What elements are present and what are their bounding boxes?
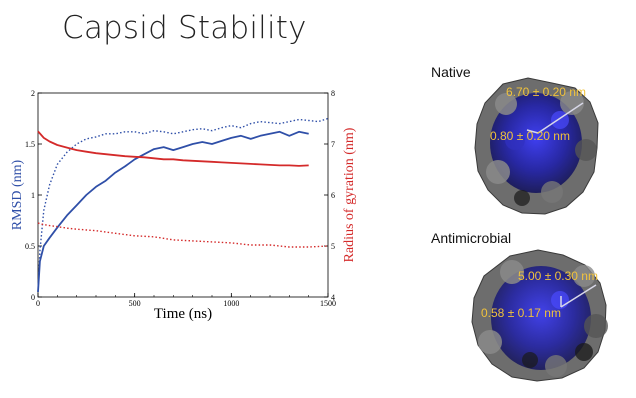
series-line-right-dotted [37, 222, 329, 248]
x-tick-label: 0 [36, 299, 40, 308]
native-label: Native [431, 64, 471, 80]
series-line-left-solid [37, 130, 309, 292]
antimicrobial-outer-radius-line [560, 284, 597, 308]
antimicrobial-inner-measure: 0.58 ± 0.17 nm [481, 306, 561, 320]
x-tick-label: 500 [129, 299, 141, 308]
y-axis-right-label: Radius of gyration (nm) [342, 127, 357, 262]
y-right-tick-label: 6 [331, 191, 335, 200]
y-left-tick-label: 2 [31, 89, 35, 98]
native-outer-radius-line [537, 102, 584, 134]
y-right-tick-label: 5 [331, 242, 335, 251]
y-right-tick-label: 8 [331, 89, 335, 98]
y-left-tick-label: 0 [31, 293, 35, 302]
native-outer-measure: 6.70 ± 0.20 nm [506, 85, 586, 99]
tick-group: 0 500 1000 1500 0 0.5 1 1.5 2 4 5 6 7 8 [25, 89, 336, 308]
x-tick-label: 1500 [320, 299, 336, 308]
native-capsid-image: 6.70 ± 0.20 nm 0.80 ± 0.20 nm [474, 77, 599, 215]
y-right-tick-label: 4 [331, 293, 335, 302]
series-line-right-solid [37, 130, 309, 167]
y-left-tick-label: 0.5 [25, 242, 35, 251]
y-left-tick-label: 1.5 [25, 140, 35, 149]
rmsd-rg-chart: 0 500 1000 1500 0 0.5 1 1.5 2 4 5 6 7 8 Time (ns) RMS… [10, 89, 357, 322]
native-inner-measure: 0.80 ± 0.20 nm [490, 129, 570, 143]
native-inner-radius-line [526, 129, 539, 134]
series-group [37, 117, 329, 292]
x-axis-label: Time (ns) [154, 306, 212, 322]
antimicrobial-capsid-image: 5.00 ± 0.30 nm 0.58 ± 0.17 nm [471, 249, 608, 382]
y-left-tick-label: 1 [31, 191, 35, 200]
series-line-left-dotted [37, 117, 329, 292]
slide-title: Capsid Stability [62, 10, 307, 46]
x-tick-label: 1000 [223, 299, 239, 308]
y-axis-left-label: RMSD (nm) [10, 159, 25, 230]
y-right-tick-label: 7 [331, 140, 335, 149]
antimicrobial-outer-measure: 5.00 ± 0.30 nm [518, 269, 598, 283]
antimicrobial-label: Antimicrobial [431, 230, 512, 246]
